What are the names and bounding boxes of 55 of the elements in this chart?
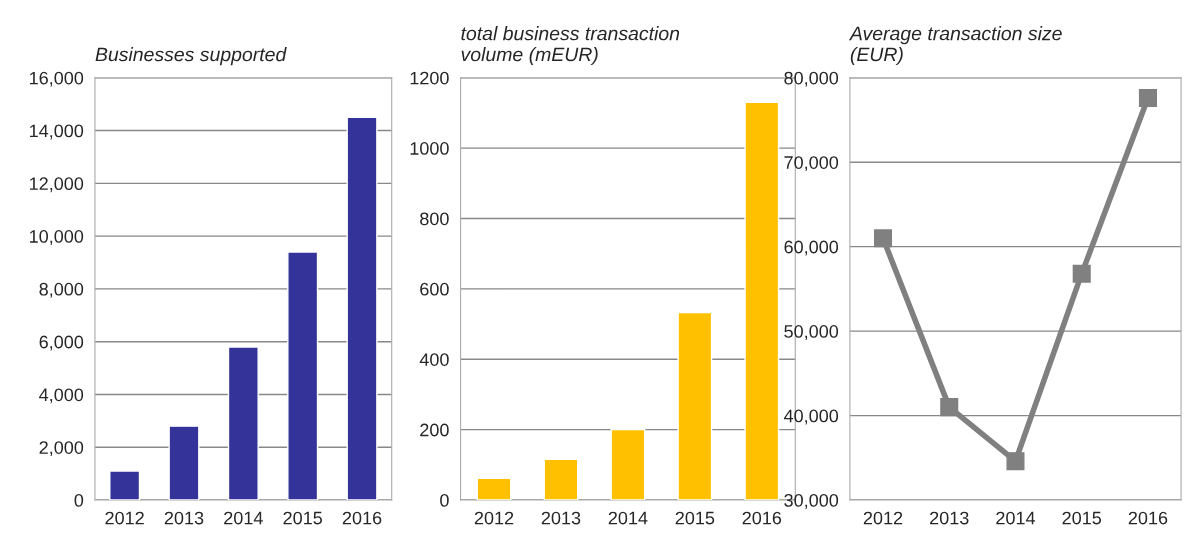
point — [873, 229, 893, 248]
x-tick-label: 2013 — [164, 511, 204, 525]
y-tick-label: 4,000 — [39, 388, 84, 404]
y-tick-label: 1200 — [410, 71, 449, 85]
bar — [346, 116, 378, 501]
x-tick-label: 2012 — [863, 511, 903, 525]
y-tick-label: 400 — [419, 353, 449, 366]
y-tick-label: 800 — [420, 212, 449, 226]
point — [1006, 452, 1025, 471]
y-tick-label: 200 — [420, 423, 449, 437]
x-tick-label: 2013 — [541, 511, 581, 525]
x-tick-label: 2016 — [742, 511, 782, 525]
y-tick-label: 70,000 — [784, 156, 839, 172]
bar — [610, 428, 646, 501]
y-tick-label: 40,000 — [783, 409, 839, 425]
bar — [227, 346, 259, 501]
y-tick-label: 0 — [74, 493, 84, 507]
y-tick-label: 8,000 — [39, 282, 84, 298]
y-tick-label: 10,000 — [30, 230, 84, 245]
y-tick-label: 14,000 — [30, 124, 84, 140]
chart-title: Businesses supported — [95, 47, 287, 66]
x-tick-label: 2016 — [1128, 511, 1168, 525]
x-tick-label: 2012 — [474, 511, 514, 525]
y-tick-label: 60,000 — [784, 240, 839, 256]
chart-title: Average transaction size (EUR) — [848, 26, 1062, 66]
y-tick-label: 12,000 — [30, 177, 84, 193]
point — [1072, 264, 1091, 283]
y-tick-label: 2,000 — [39, 441, 84, 457]
bar — [543, 458, 579, 501]
y-tick-label: 6,000 — [39, 335, 84, 351]
point — [940, 398, 959, 417]
x-tick-label: 2014 — [224, 511, 263, 525]
x-tick-label: 2016 — [342, 511, 382, 525]
y-tick-label: 16,000 — [30, 71, 84, 87]
x-tick-label: 2013 — [930, 511, 969, 525]
bar — [109, 470, 141, 501]
point — [1138, 89, 1157, 108]
x-tick-label: 2012 — [105, 511, 144, 525]
y-tick-label: 30,000 — [784, 493, 839, 509]
x-tick-label: 2015 — [675, 511, 715, 525]
y-tick-label: 0 — [440, 493, 449, 507]
x-tick-label: 2014 — [608, 511, 648, 525]
chart-title: total business transaction volume (mEUR) — [461, 26, 680, 66]
x-tick-label: 2014 — [996, 511, 1036, 525]
y-tick-label: 80,000 — [784, 71, 839, 87]
y-tick-label: 1000 — [410, 142, 449, 155]
bar — [476, 477, 512, 501]
y-tick-label: 600 — [420, 282, 449, 296]
bar — [168, 425, 200, 501]
y-tick-label: 50,000 — [784, 325, 839, 340]
bar — [287, 251, 319, 501]
x-tick-label: 2015 — [283, 511, 323, 525]
x-tick-label: 2015 — [1062, 511, 1102, 525]
bar — [744, 101, 780, 501]
bar — [677, 311, 713, 501]
